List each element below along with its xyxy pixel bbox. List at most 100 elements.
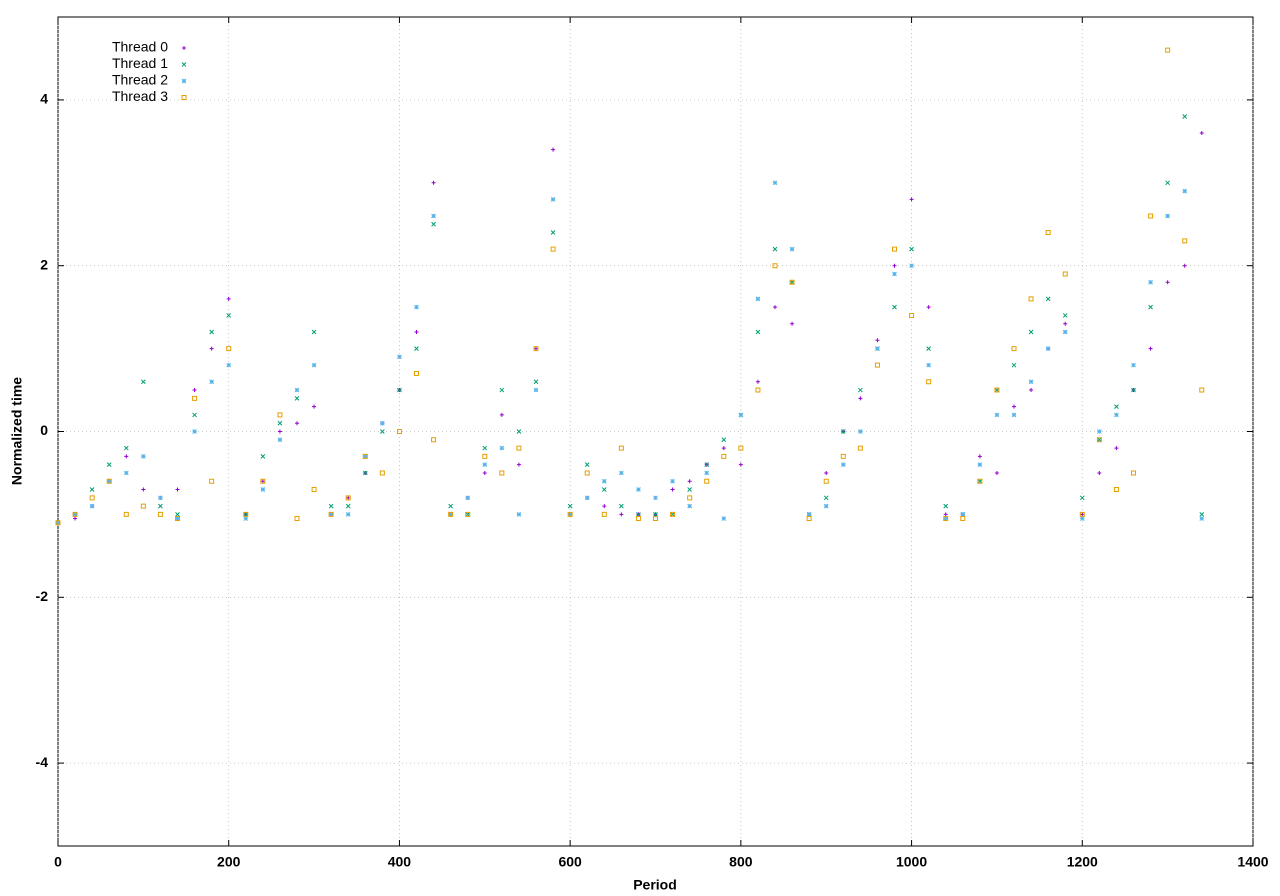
point (226, 296, 231, 301)
point (209, 478, 215, 484)
point (619, 503, 624, 509)
point (1097, 437, 1102, 443)
x-axis-label: Period (633, 877, 677, 893)
point (619, 512, 624, 517)
point (123, 470, 129, 476)
point (1011, 346, 1017, 352)
point (123, 445, 129, 451)
point (857, 445, 863, 451)
point (1148, 213, 1154, 219)
legend-marker (181, 95, 187, 100)
point (994, 387, 1000, 393)
point (635, 516, 641, 522)
point (533, 346, 539, 352)
point (687, 479, 692, 484)
point (175, 516, 180, 521)
point (1079, 516, 1085, 521)
point (789, 246, 795, 252)
point (773, 305, 777, 310)
point (465, 511, 471, 517)
point (687, 503, 692, 509)
point (840, 429, 846, 434)
point (1165, 280, 1170, 285)
point (1131, 387, 1136, 393)
point (790, 321, 795, 326)
point (379, 470, 385, 476)
point (277, 412, 283, 418)
point (106, 462, 112, 468)
point (1199, 512, 1205, 517)
point (175, 512, 180, 517)
point (892, 271, 897, 277)
point (380, 429, 385, 434)
point (311, 329, 317, 335)
point (465, 512, 471, 517)
x-tick-label: 200 (217, 854, 241, 870)
point (550, 230, 556, 235)
point (226, 362, 232, 368)
point (806, 516, 812, 522)
point (704, 462, 710, 468)
point (1199, 131, 1204, 136)
point (243, 512, 249, 517)
point (909, 312, 915, 318)
point (619, 470, 624, 476)
point (584, 462, 590, 468)
point (721, 437, 727, 443)
point (396, 429, 402, 434)
x-tick-label: 1200 (1067, 854, 1098, 870)
point (1182, 263, 1187, 268)
point (1062, 313, 1068, 318)
point (1028, 296, 1034, 302)
point (209, 346, 214, 351)
point (158, 495, 163, 501)
point (789, 279, 795, 285)
point (448, 511, 454, 517)
point (260, 478, 266, 484)
point (72, 511, 78, 517)
point (926, 346, 931, 351)
point (977, 478, 983, 484)
point (192, 429, 197, 434)
point (1131, 470, 1136, 476)
legend-label: Thread 2 (112, 72, 168, 88)
point (687, 487, 692, 492)
point (192, 412, 197, 418)
point (123, 511, 129, 517)
point (1182, 238, 1188, 244)
point (567, 511, 573, 517)
point (312, 404, 317, 409)
point (72, 512, 78, 517)
point (874, 362, 880, 368)
point (124, 454, 129, 459)
point (994, 387, 1000, 393)
point (567, 512, 573, 517)
point (397, 354, 402, 360)
point (260, 479, 265, 484)
point (858, 396, 863, 401)
point (516, 429, 522, 434)
point (653, 516, 658, 522)
point (345, 495, 351, 501)
point (909, 263, 914, 269)
point (584, 470, 590, 476)
point (892, 304, 897, 310)
point (670, 512, 675, 517)
point (277, 437, 283, 443)
point (977, 462, 983, 468)
point (1062, 329, 1068, 335)
point (397, 387, 402, 393)
point (346, 495, 351, 500)
point (243, 511, 249, 517)
point (943, 503, 949, 509)
point (926, 379, 932, 385)
point (567, 503, 573, 509)
point (943, 516, 949, 522)
point (89, 495, 95, 501)
point (362, 454, 368, 459)
point (516, 462, 521, 467)
point (1097, 429, 1102, 434)
point (636, 487, 641, 492)
point (141, 487, 146, 492)
point (721, 446, 726, 451)
